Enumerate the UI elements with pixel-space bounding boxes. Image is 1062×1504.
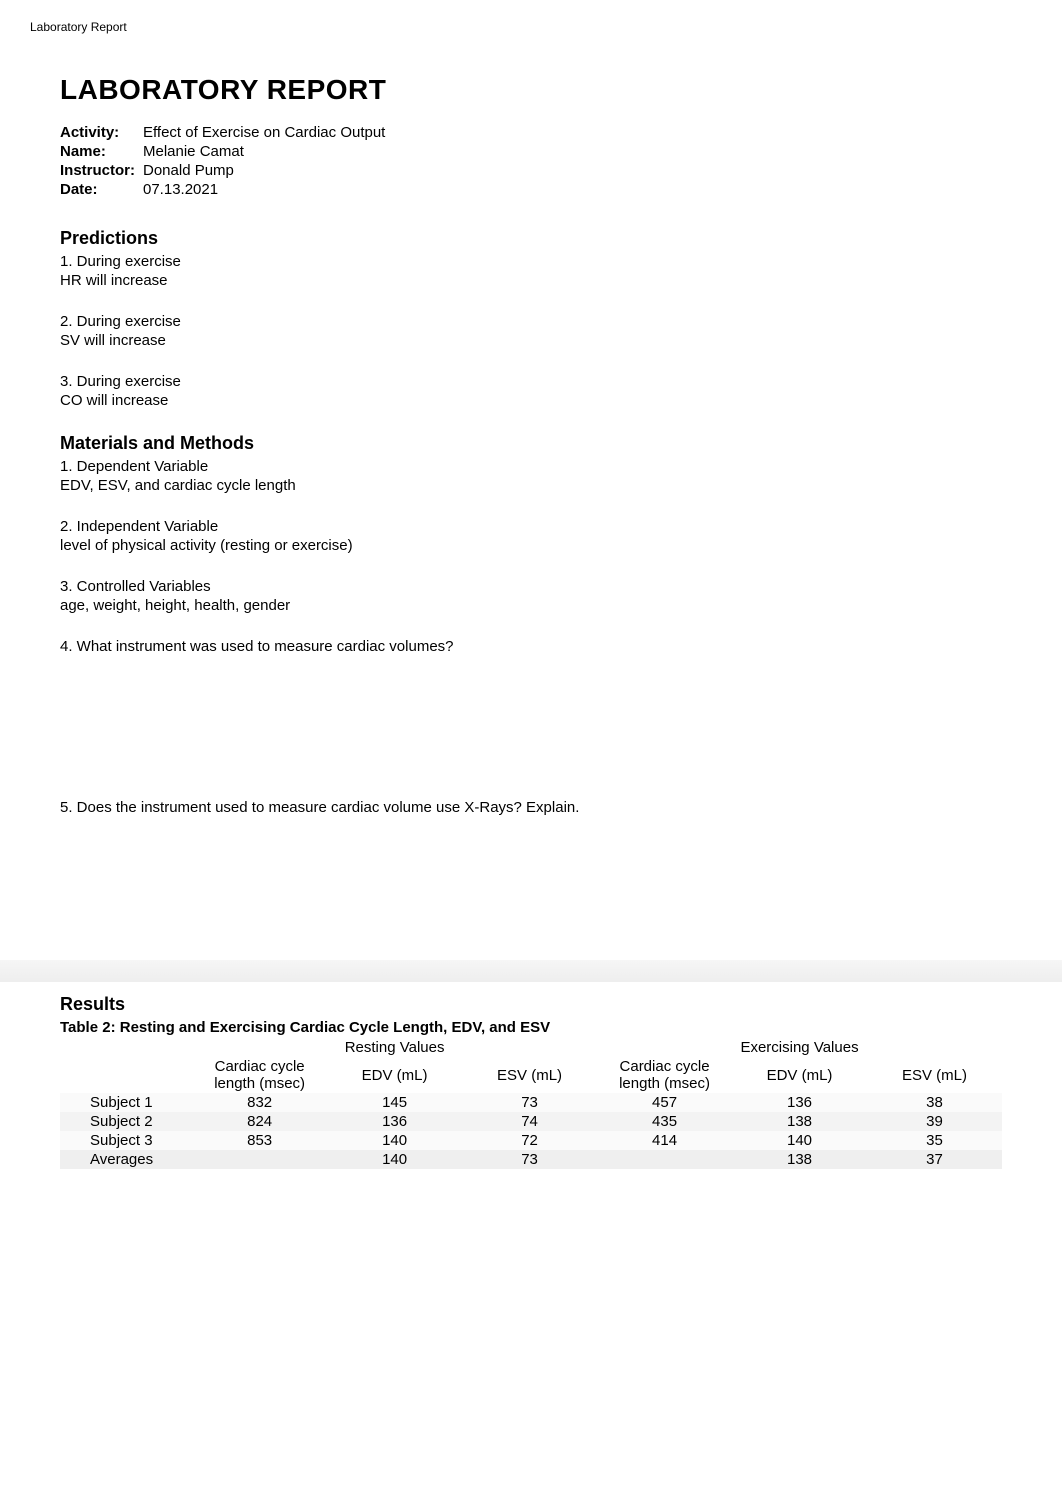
table-cell: 414 [597, 1131, 732, 1150]
prediction-question: 2. During exercise [60, 313, 1002, 330]
page-top-label: Laboratory Report [30, 20, 1002, 34]
table-cell: 457 [597, 1093, 732, 1112]
table-cell: 138 [732, 1112, 867, 1131]
prediction-answer: CO will increase [60, 392, 1002, 409]
prediction-answer: HR will increase [60, 272, 1002, 289]
materials-item: 3. Controlled Variables age, weight, hei… [60, 578, 1002, 614]
table-cell: 73 [462, 1150, 597, 1169]
table-cell: 38 [867, 1093, 1002, 1112]
table-cell: 37 [867, 1150, 1002, 1169]
table-cell [597, 1150, 732, 1169]
table-cell: 39 [867, 1112, 1002, 1131]
materials-heading: Materials and Methods [60, 433, 1002, 454]
col-header: EDV (mL) [327, 1057, 462, 1093]
meta-table: Activity: Effect of Exercise on Cardiac … [60, 124, 393, 200]
prediction-question: 3. During exercise [60, 373, 1002, 390]
meta-name-label: Name: [60, 143, 143, 162]
materials-answer: level of physical activity (resting or e… [60, 537, 1002, 554]
materials-question: 3. Controlled Variables [60, 578, 1002, 595]
table-row: Subject 3 853 140 72 414 140 35 [60, 1131, 1002, 1150]
table-cell: 140 [732, 1131, 867, 1150]
meta-activity-label: Activity: [60, 124, 143, 143]
predictions-heading: Predictions [60, 228, 1002, 249]
col-header: Cardiac cycle length (msec) [192, 1057, 327, 1093]
prediction-item: 2. During exercise SV will increase [60, 313, 1002, 349]
table-cell: 73 [462, 1093, 597, 1112]
meta-date-value: 07.13.2021 [143, 181, 393, 200]
materials-question: 1. Dependent Variable [60, 458, 1002, 475]
table-cell: 832 [192, 1093, 327, 1112]
col-header: EDV (mL) [732, 1057, 867, 1093]
meta-instructor-value: Donald Pump [143, 162, 393, 181]
blank-space [60, 679, 1002, 799]
table-cell: 136 [732, 1093, 867, 1112]
results-table: Resting Values Exercising Values Cardiac… [60, 1038, 1002, 1169]
materials-item: 1. Dependent Variable EDV, ESV, and card… [60, 458, 1002, 494]
table-row-averages: Averages 140 73 138 37 [60, 1150, 1002, 1169]
table-cell: 824 [192, 1112, 327, 1131]
results-section: Results Table 2: Resting and Exercising … [60, 994, 1002, 1169]
table-row: Subject 2 824 136 74 435 138 39 [60, 1112, 1002, 1131]
page-title: LABORATORY REPORT [60, 74, 1002, 106]
col-group-resting: Resting Values [192, 1038, 597, 1057]
prediction-answer: SV will increase [60, 332, 1002, 349]
row-label: Subject 3 [60, 1131, 192, 1150]
prediction-item: 1. During exercise HR will increase [60, 253, 1002, 289]
divider-band [0, 960, 1062, 982]
table-cell: 138 [732, 1150, 867, 1169]
prediction-item: 3. During exercise CO will increase [60, 373, 1002, 409]
col-header: ESV (mL) [462, 1057, 597, 1093]
table-cell: 853 [192, 1131, 327, 1150]
materials-answer: age, weight, height, health, gender [60, 597, 1002, 614]
materials-item: 5. Does the instrument used to measure c… [60, 799, 1002, 816]
meta-name-value: Melanie Camat [143, 143, 393, 162]
materials-question: 4. What instrument was used to measure c… [60, 638, 1002, 655]
table-title: Table 2: Resting and Exercising Cardiac … [60, 1019, 1002, 1036]
table-cell: 145 [327, 1093, 462, 1112]
table-row: Subject 1 832 145 73 457 136 38 [60, 1093, 1002, 1112]
col-header: Cardiac cycle length (msec) [597, 1057, 732, 1093]
meta-instructor-label: Instructor: [60, 162, 143, 181]
materials-item: 2. Independent Variable level of physica… [60, 518, 1002, 554]
results-heading: Results [60, 994, 1002, 1015]
row-label: Subject 1 [60, 1093, 192, 1112]
materials-answer: EDV, ESV, and cardiac cycle length [60, 477, 1002, 494]
materials-question: 2. Independent Variable [60, 518, 1002, 535]
table-cell: 140 [327, 1150, 462, 1169]
table-cell: 136 [327, 1112, 462, 1131]
blank-space [60, 840, 1002, 960]
table-cell: 72 [462, 1131, 597, 1150]
prediction-question: 1. During exercise [60, 253, 1002, 270]
table-cell: 74 [462, 1112, 597, 1131]
table-cell [192, 1150, 327, 1169]
materials-item: 4. What instrument was used to measure c… [60, 638, 1002, 655]
row-label: Subject 2 [60, 1112, 192, 1131]
col-header: ESV (mL) [867, 1057, 1002, 1093]
table-cell: 35 [867, 1131, 1002, 1150]
col-group-exercising: Exercising Values [597, 1038, 1002, 1057]
materials-question: 5. Does the instrument used to measure c… [60, 799, 1002, 816]
table-cell: 435 [597, 1112, 732, 1131]
row-label: Averages [60, 1150, 192, 1169]
meta-activity-value: Effect of Exercise on Cardiac Output [143, 124, 393, 143]
meta-date-label: Date: [60, 181, 143, 200]
table-cell: 140 [327, 1131, 462, 1150]
